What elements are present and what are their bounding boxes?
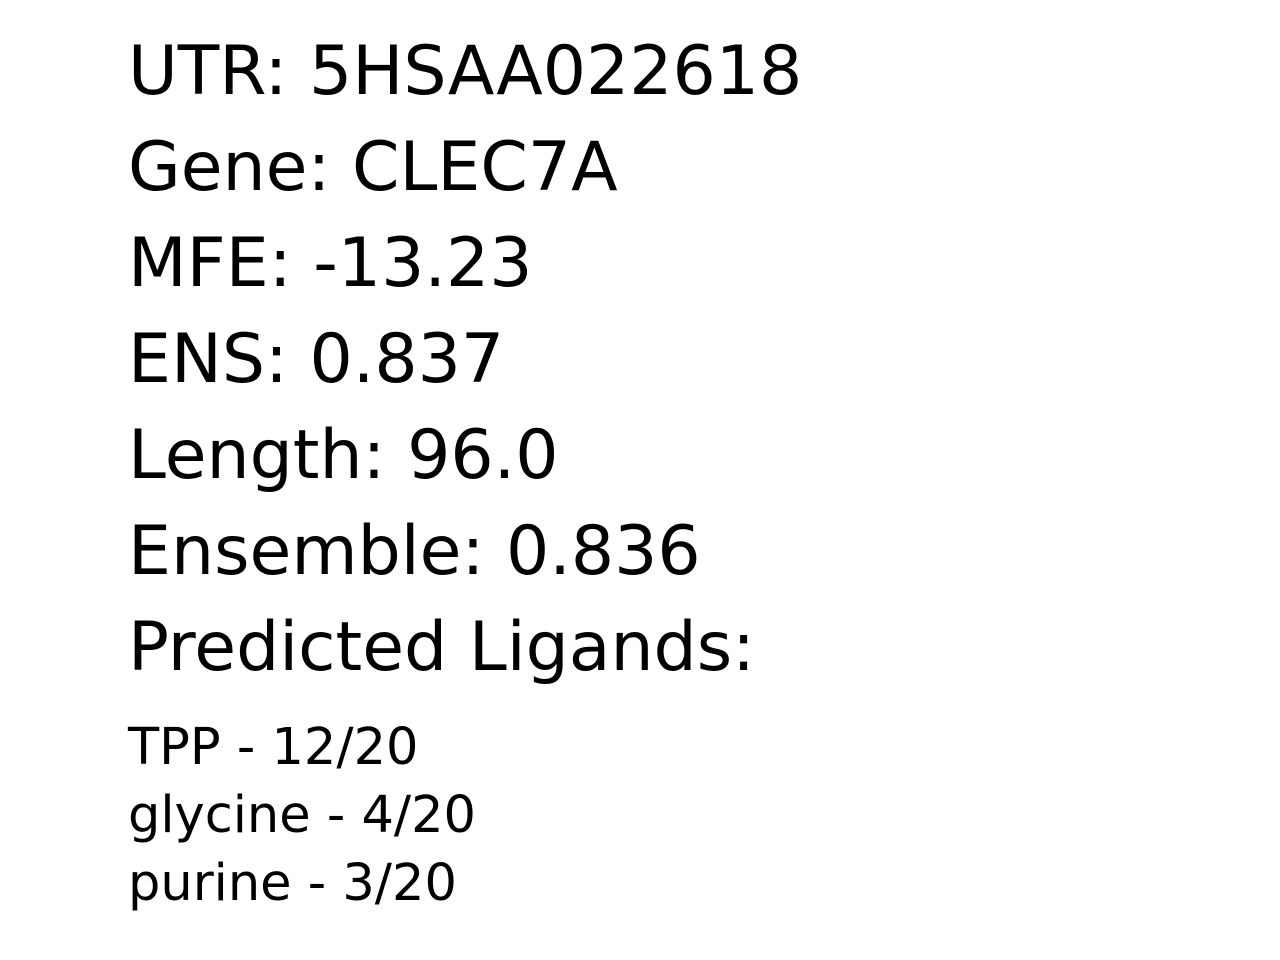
predicted-ligands-heading: Predicted Ligands:: [128, 608, 756, 687]
length-value-text: Length: 96.0: [128, 416, 559, 495]
ligand-item: TPP - 12/20: [128, 718, 419, 777]
ens-value-text: ENS: 0.837: [128, 320, 505, 399]
gene-name-text: Gene: CLEC7A: [128, 128, 618, 207]
ligand-item: purine - 3/20: [128, 854, 457, 913]
utr-id-text: UTR: 5HSAA022618: [128, 32, 803, 111]
mfe-value-text: MFE: -13.23: [128, 224, 533, 303]
ensemble-value-text: Ensemble: 0.836: [128, 512, 701, 591]
ligand-item: glycine - 4/20: [128, 786, 476, 845]
